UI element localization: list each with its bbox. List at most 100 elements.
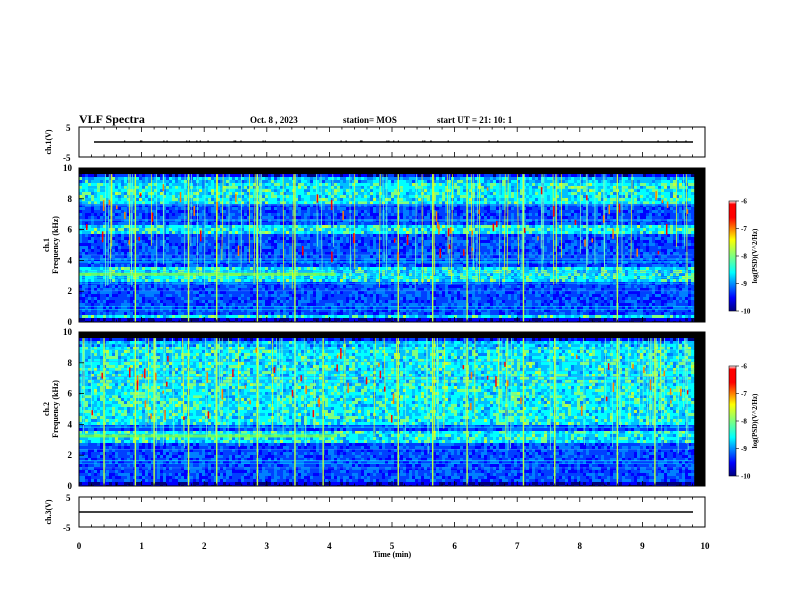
spectrogram-cell — [292, 237, 296, 241]
spectrogram-cell — [334, 189, 338, 193]
spectrogram-cell — [91, 315, 95, 319]
spectrogram-cell — [352, 300, 356, 304]
spectrogram-cell — [160, 186, 164, 190]
spectrogram-cell — [97, 261, 101, 265]
spectrogram-cell — [199, 204, 203, 208]
spectrogram-cell — [163, 243, 167, 247]
spectrogram-cell — [199, 207, 203, 211]
spectrogram-cell — [136, 207, 140, 211]
spectrogram-cell — [286, 204, 290, 208]
spectrogram-cell — [127, 231, 131, 235]
spectrogram-cell — [319, 264, 323, 268]
spectrogram-cell — [244, 195, 248, 199]
spectrogram-cell — [175, 279, 179, 283]
spectrogram-cell — [343, 231, 347, 235]
spectrogram-cell — [217, 279, 221, 283]
spectrogram-cell — [322, 252, 326, 256]
spectrogram-cell — [97, 177, 101, 181]
spectrogram-cell — [193, 189, 197, 193]
spectrogram-cell — [268, 297, 272, 301]
spectrogram-cell — [178, 249, 182, 253]
spectrogram-cell — [181, 183, 185, 187]
spectrogram-cell — [307, 312, 311, 316]
spectrogram-cell — [127, 228, 131, 232]
spectrogram-cell — [265, 222, 269, 226]
spectrogram-cell — [328, 303, 332, 307]
spectrogram-cell — [160, 180, 164, 184]
spectrogram-cell — [145, 240, 149, 244]
spectrogram-cell — [262, 180, 266, 184]
spectrogram-cell — [91, 198, 95, 202]
spectrogram-cell — [244, 210, 248, 214]
spectrogram-cell — [331, 228, 335, 232]
spectrogram-cell — [94, 279, 98, 283]
spectrogram-cell — [238, 189, 242, 193]
spectrogram-cell — [166, 192, 170, 196]
spectrogram-cell — [157, 315, 161, 319]
spectrogram-cell — [100, 306, 104, 310]
spectrogram-cell — [268, 291, 272, 295]
spectrogram-cell — [151, 201, 155, 205]
spectrogram-cell — [184, 180, 188, 184]
spectrogram-cell — [154, 291, 158, 295]
spectrogram-cell — [340, 288, 344, 292]
spectrogram-cell — [196, 288, 200, 292]
spectrogram-cell — [367, 210, 371, 214]
spectrogram-cell — [280, 303, 284, 307]
spectrogram-cell — [88, 243, 92, 247]
spectrogram-cell — [169, 198, 173, 202]
spectrogram-cell — [241, 258, 245, 262]
spectrogram-cell — [181, 180, 185, 184]
spectrogram-cell — [298, 201, 302, 205]
spectrogram-cell — [202, 264, 206, 268]
spectrogram-cell — [223, 264, 227, 268]
spectrogram-cell — [103, 282, 107, 286]
spectrogram-cell — [124, 198, 128, 202]
spectrogram-cell — [97, 240, 101, 244]
spectrogram-cell — [310, 252, 314, 256]
spectrogram-cell — [157, 243, 161, 247]
spectrogram-cell — [322, 249, 326, 253]
spectrogram-cell — [331, 297, 335, 301]
spectrogram-cell — [316, 294, 320, 298]
spectrogram-cell — [241, 183, 245, 187]
spectrogram-cell — [112, 225, 116, 229]
spectrogram-cell — [193, 312, 197, 316]
spectrogram-cell — [310, 189, 314, 193]
spectrogram-cell — [331, 267, 335, 271]
spectrogram-cell — [328, 186, 332, 190]
spectrogram-cell — [103, 201, 107, 205]
spectrogram-cell — [151, 207, 155, 211]
spectrogram-cell — [127, 294, 131, 298]
spectrogram-cell — [334, 243, 338, 247]
spectrogram-cell — [157, 177, 161, 181]
spectrogram-cell — [367, 297, 371, 301]
spectrogram-cell — [295, 243, 299, 247]
spectrogram-cell — [211, 252, 215, 256]
spectrogram-cell — [307, 186, 311, 190]
spectrogram-cell — [271, 297, 275, 301]
spectrogram-cell — [196, 291, 200, 295]
spectrogram-cell — [136, 303, 140, 307]
spectrogram-cell — [151, 315, 155, 319]
spectrogram-cell — [262, 198, 266, 202]
spectrogram-cell — [232, 321, 236, 322]
spectrogram-cell — [265, 279, 269, 283]
spectrogram-cell — [319, 318, 323, 322]
spectrogram-cell — [325, 279, 329, 283]
spectrogram-cell — [112, 192, 116, 196]
spectrogram-cell — [346, 186, 350, 190]
spectrogram-cell — [328, 288, 332, 292]
spectrogram-cell — [148, 252, 152, 256]
spectrogram-cell — [139, 297, 143, 301]
spectrogram-cell — [304, 228, 308, 232]
spectrogram-cell — [196, 267, 200, 271]
spectrogram-cell — [79, 261, 83, 265]
spectrogram-cell — [82, 243, 86, 247]
spectrogram-cell — [97, 225, 101, 229]
spectrogram-cell — [211, 210, 215, 214]
spectrogram-cell — [127, 192, 131, 196]
spectrogram-cell — [118, 267, 122, 271]
spectrogram-cell — [181, 279, 185, 283]
spectrogram-cell — [124, 306, 128, 310]
